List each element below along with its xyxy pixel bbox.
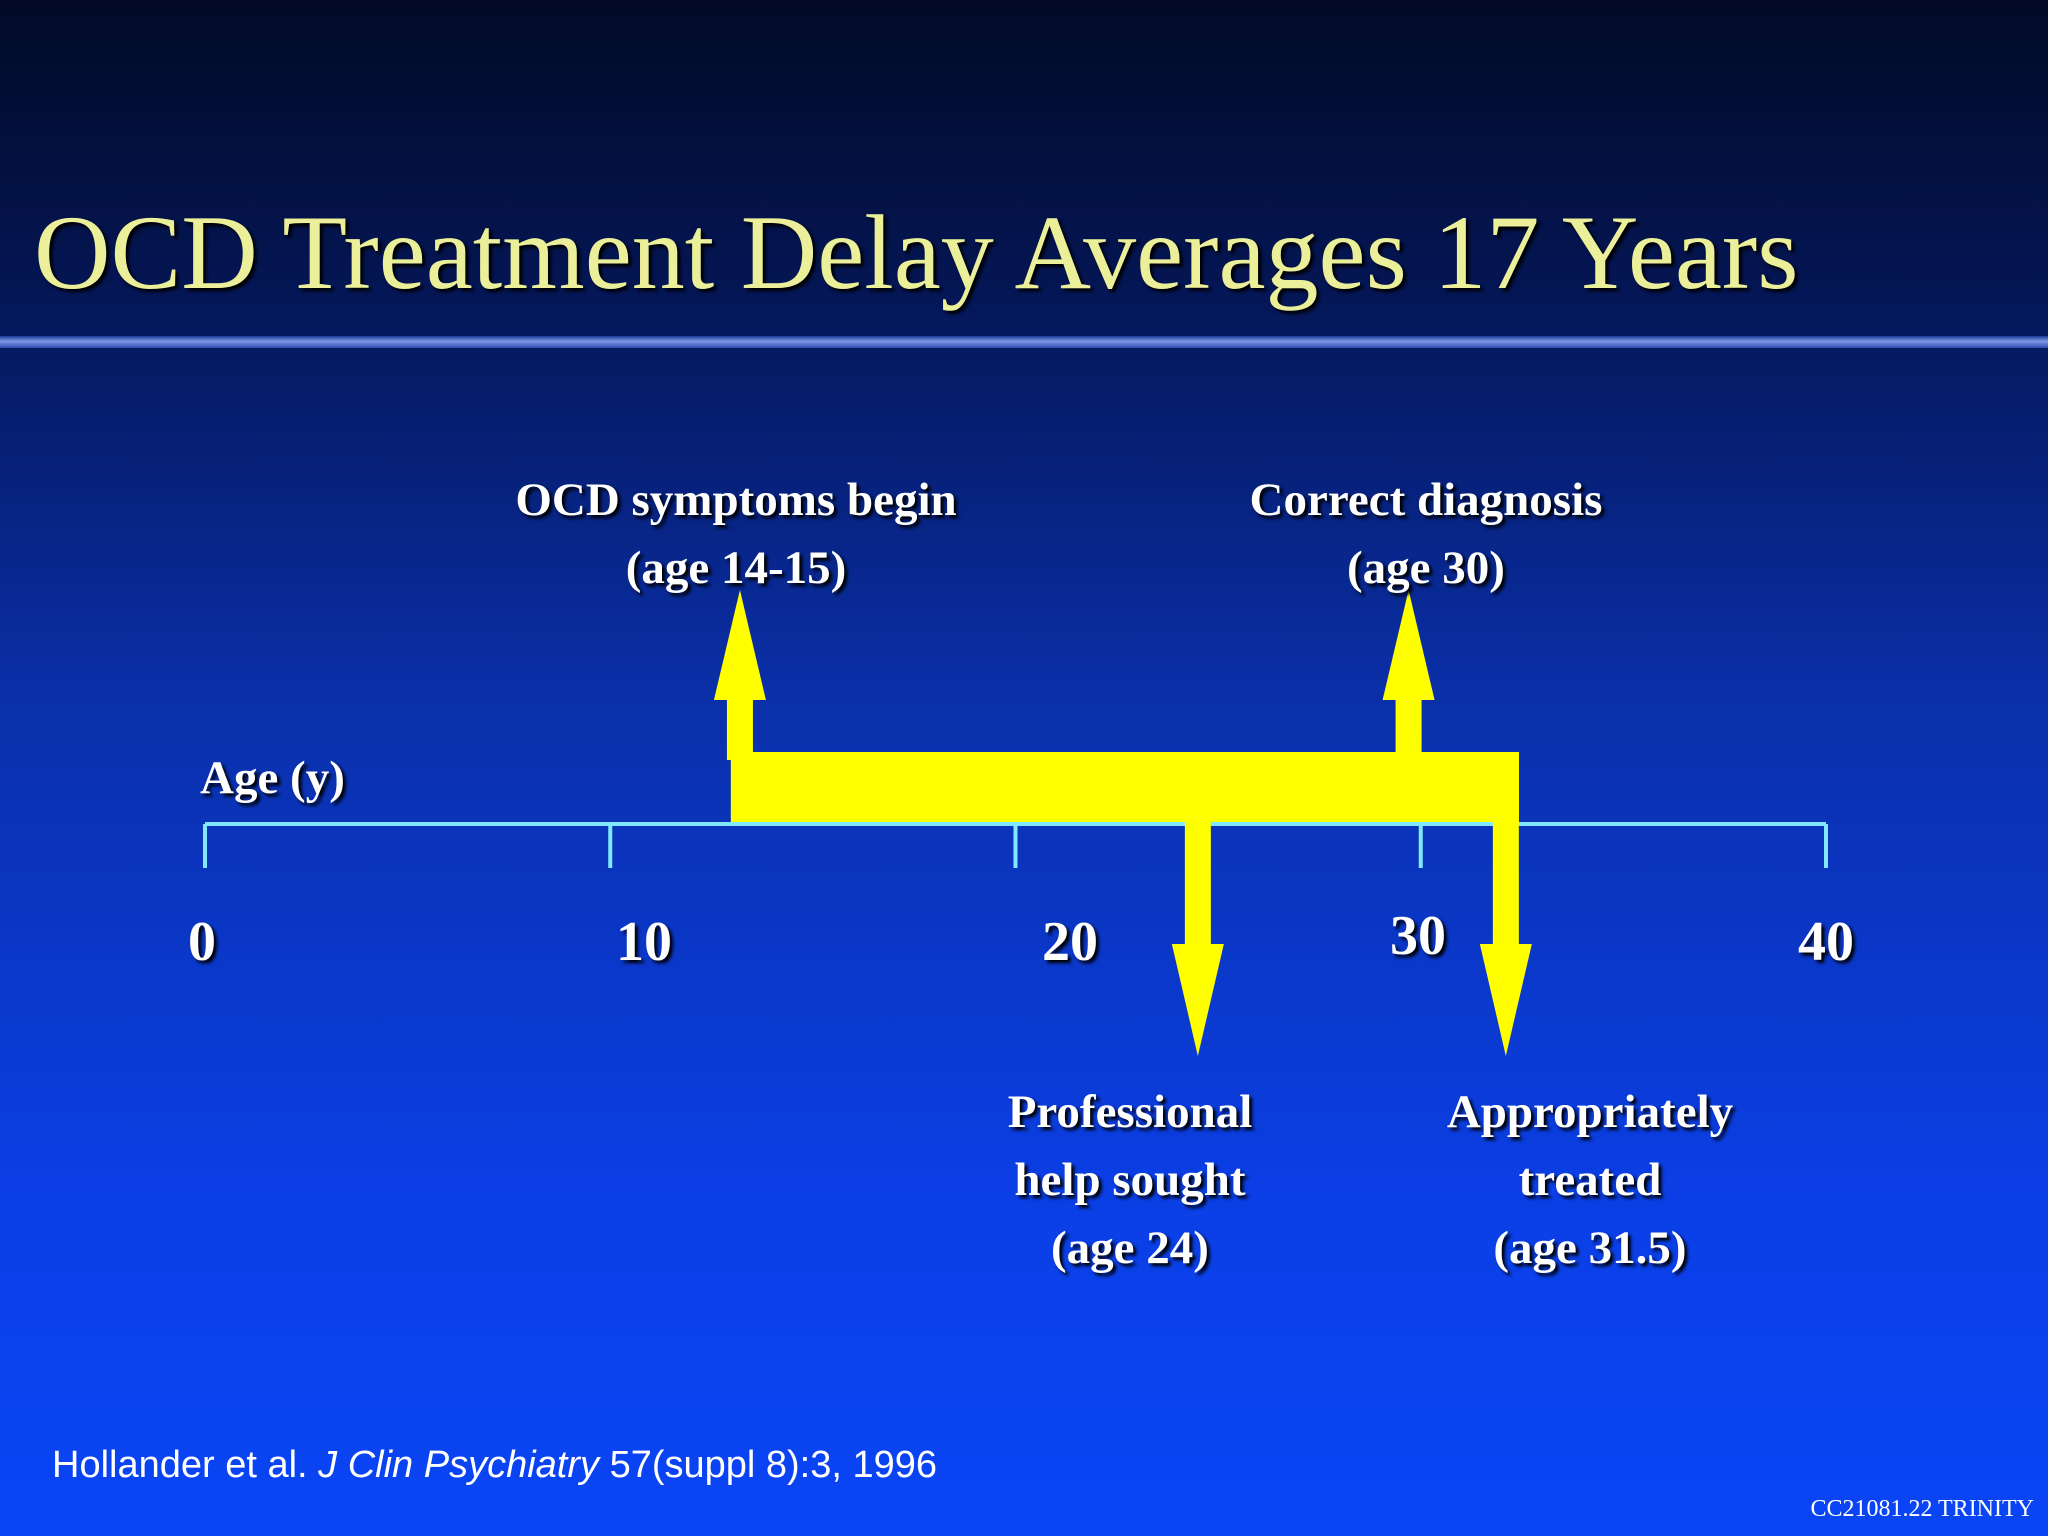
tick-label-40: 40 bbox=[1798, 911, 1854, 973]
event-label-symptoms: OCD symptoms begin (age 14-15) bbox=[436, 466, 1036, 602]
event-symptoms-line-2: (age 14-15) bbox=[625, 542, 847, 594]
help-sought-arrow bbox=[1171, 820, 1224, 1056]
slide-code: CC21081.22 TRINITY bbox=[1810, 1496, 2034, 1522]
delay-bar bbox=[730, 752, 1520, 824]
event-treated-line-1: Appropriately bbox=[1446, 1086, 1734, 1138]
treated-arrow bbox=[1479, 820, 1532, 1056]
event-diagnosis-line-1: Correct diagnosis bbox=[1249, 474, 1603, 526]
event-help-line-2: help sought bbox=[1014, 1154, 1246, 1206]
event-label-diagnosis: Correct diagnosis (age 30) bbox=[1126, 466, 1726, 602]
event-help-line-1: Professional bbox=[1007, 1086, 1253, 1138]
tick-label-0: 0 bbox=[188, 911, 216, 973]
slide-title: OCD Treatment Delay Averages 17 Years bbox=[34, 194, 1799, 311]
axis-label: Age (y) bbox=[200, 752, 345, 804]
event-treated-line-3: (age 31.5) bbox=[1493, 1222, 1687, 1274]
symptoms-arrow bbox=[713, 590, 766, 760]
event-label-treated: Appropriately treated (age 31.5) bbox=[1340, 1078, 1840, 1282]
citation: Hollander et al. J Clin Psychiatry 57(su… bbox=[52, 1440, 937, 1490]
event-treated-line-2: treated bbox=[1518, 1154, 1662, 1206]
title-divider bbox=[0, 336, 2048, 348]
event-label-help-sought: Professional help sought (age 24) bbox=[880, 1078, 1380, 1282]
diagnosis-arrow bbox=[1382, 590, 1435, 760]
event-help-line-3: (age 24) bbox=[1051, 1222, 1209, 1274]
event-symptoms-line-1: OCD symptoms begin bbox=[515, 474, 957, 526]
tick-label-10: 10 bbox=[616, 911, 672, 973]
tick-label-20: 20 bbox=[1042, 911, 1098, 973]
tick-label-30: 30 bbox=[1390, 905, 1446, 967]
citation-details: 57(suppl 8):3, 1996 bbox=[609, 1444, 938, 1486]
citation-journal: J Clin Psychiatry bbox=[318, 1444, 599, 1486]
event-diagnosis-line-2: (age 30) bbox=[1347, 542, 1505, 594]
citation-authors: Hollander et al. bbox=[52, 1444, 308, 1486]
